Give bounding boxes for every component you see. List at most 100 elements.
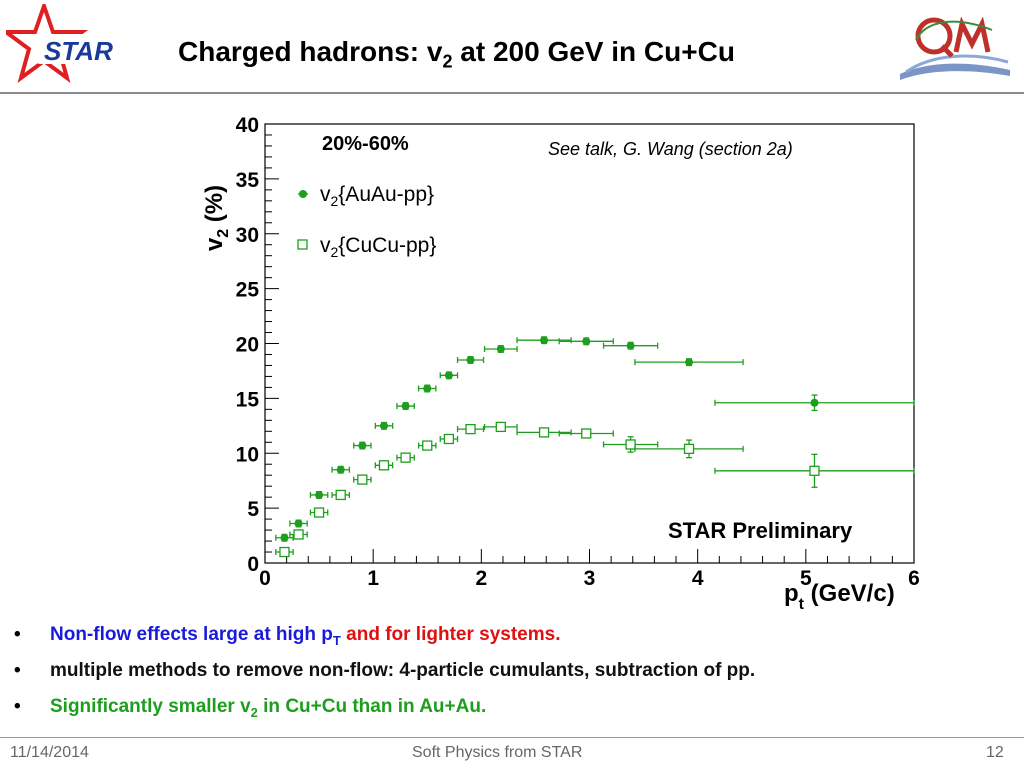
marker-filled-circle [315,490,324,499]
star-logo: STAR [6,4,134,84]
data-point-cucu [456,423,485,435]
legend-marker-cucu [297,239,308,250]
data-point-auau [275,533,294,542]
marker-open-square [313,507,325,518]
header-divider [0,92,1024,94]
footer-divider [0,737,1024,738]
y-tick-label: 10 [236,443,259,466]
star-preliminary-watermark: STAR Preliminary [668,518,853,543]
marker-filled-circle [294,519,303,528]
v2-chart: 20%-60% See talk, G. Wang (section 2a) S… [201,114,920,613]
centrality-label: 20%-60% [322,133,409,155]
marker-filled-circle [540,336,549,345]
marker-open-square [809,465,820,476]
marker-open-square [443,433,455,445]
bullet-text: multiple methods to remove non-flow: 4-p… [50,660,756,681]
marker-open-square [683,443,695,455]
marker-filled-circle [401,402,410,411]
data-point-auau [396,402,415,411]
data-point-auau [439,371,459,380]
marker-filled-circle [423,384,432,393]
marker-open-square [279,546,290,558]
marker-filled-circle [444,371,453,380]
data-point-auau [558,337,614,346]
y-tick-label: 25 [236,279,260,302]
y-tick-label: 30 [236,224,259,247]
bullet-marker: • [14,624,21,645]
data-point-cucu [289,529,308,540]
x-axis-label: pt (GeV/c) [784,580,895,613]
marker-filled-circle [582,337,591,346]
data-point-cucu [483,421,518,433]
data-point-cucu [602,436,659,453]
marker-open-square [625,439,636,450]
data-point-auau [417,384,437,393]
y-tick-label: 15 [236,388,260,411]
data-point-auau [516,336,572,345]
x-tick-label: 0 [259,567,271,590]
bullet-item-nonflow: • Non-flow effects large at high pT and … [10,622,1020,658]
data-point-cucu [634,439,744,459]
data-point-auau [309,490,329,499]
y-tick-label: 20 [236,334,259,357]
data-point-cucu [396,452,415,463]
marker-filled-circle [685,358,694,367]
data-point-cucu [309,507,329,518]
data-point-auau [602,341,659,350]
marker-open-square [378,460,390,471]
legend-label-cucu: v2{CuCu-pp} [320,234,436,260]
data-point-cucu [516,427,572,438]
x-tick-label: 1 [367,567,379,590]
bullet-text: Significantly smaller v2 in Cu+Cu than i… [50,696,487,720]
legend-label-auau: v2{AuAu-pp} [320,183,434,209]
data-point-cucu [417,440,437,451]
y-axis-label: v2 (%) [201,185,232,251]
marker-open-square [357,474,368,485]
quark-matter-logo [900,16,1010,80]
star-logo-text: STAR [44,36,113,66]
x-tick-label: 5 [800,567,812,590]
data-point-cucu [331,489,351,501]
y-tick-label: 35 [236,169,260,192]
x-tick-label: 3 [584,567,596,590]
marker-open-square [422,440,433,451]
x-tick-label: 4 [692,567,704,590]
page-title: Charged hadrons: v2 at 200 GeV in Cu+Cu [178,36,735,72]
marker-filled-circle [626,341,635,350]
marker-open-square [538,427,550,438]
marker-filled-circle [358,441,367,450]
marker-open-square [335,489,346,501]
see-talk-annotation: See talk, G. Wang (section 2a) [548,139,793,159]
data-point-cucu [558,428,614,439]
marker-open-square [400,452,411,463]
marker-filled-circle [810,398,819,407]
marker-filled-circle [379,421,388,430]
bullet-item-methods: • multiple methods to remove non-flow: 4… [10,658,1020,694]
bullet-item-cucu: • Significantly smaller v2 in Cu+Cu than… [10,694,1020,730]
bullet-list: • Non-flow effects large at high pT and … [10,622,1020,730]
marker-filled-circle [466,355,475,364]
x-tick-label: 2 [475,567,487,590]
data-point-auau [634,358,744,367]
data-point-auau [456,355,485,364]
data-point-auau [331,465,351,474]
bullet-text: Non-flow effects large at high pT and fo… [50,624,561,648]
y-tick-label: 0 [247,553,259,576]
data-point-auau [714,394,915,412]
legend: v2{AuAu-pp} v2{CuCu-pp} [297,183,436,260]
data-point-cucu [714,453,915,488]
marker-open-square [465,423,476,435]
data-point-auau [483,344,518,353]
bullet-marker: • [14,696,21,717]
data-point-cucu [374,460,394,471]
data-point-cucu [275,546,294,558]
data-point-cucu [353,474,372,485]
y-tick-label: 40 [236,114,259,137]
marker-open-square [581,428,592,439]
marker-filled-circle [336,465,345,474]
data-point-cucu [439,433,459,445]
marker-open-square [293,529,304,540]
bullet-marker: • [14,660,21,681]
marker-open-square [495,421,506,433]
footer-date: 11/14/2014 [10,744,89,761]
